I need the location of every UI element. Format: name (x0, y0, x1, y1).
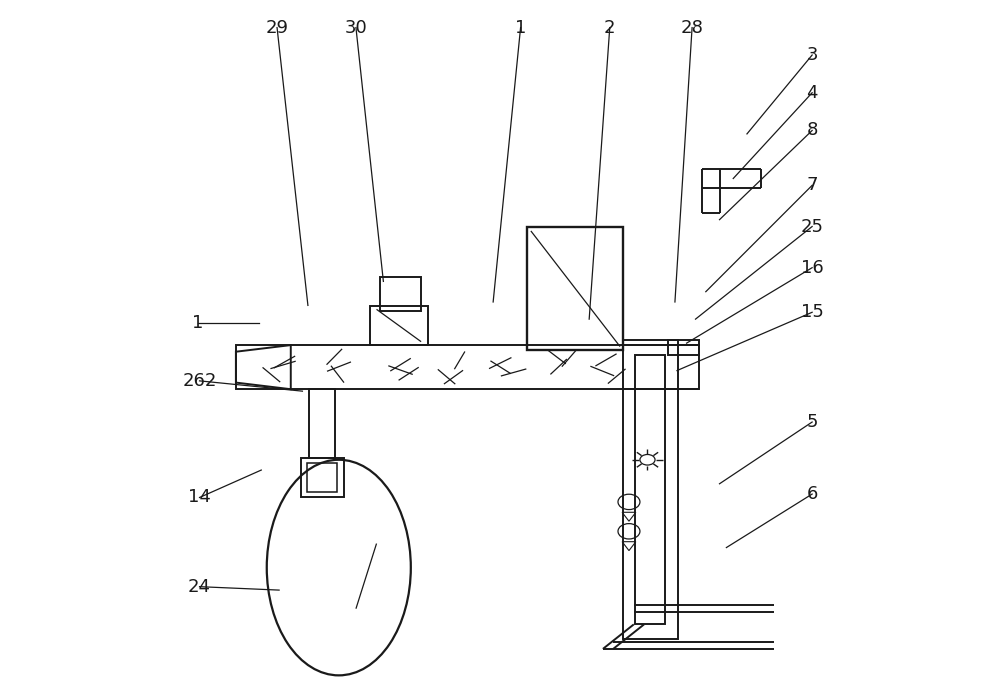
Text: 24: 24 (188, 578, 211, 596)
Text: 25: 25 (801, 218, 824, 235)
Bar (380, 276, 421, 311)
Bar (370, 306, 428, 345)
Bar (623, 340, 678, 639)
Bar (236, 345, 699, 389)
Text: 28: 28 (681, 19, 704, 36)
Text: 30: 30 (345, 19, 367, 36)
Text: 16: 16 (801, 259, 824, 276)
Bar (527, 228, 623, 350)
Text: 29: 29 (266, 19, 289, 36)
Text: 15: 15 (801, 303, 824, 321)
Text: 2: 2 (604, 19, 616, 36)
Text: 14: 14 (188, 489, 211, 507)
Text: 5: 5 (806, 413, 818, 431)
Bar (301, 458, 344, 497)
Text: 1: 1 (515, 19, 526, 36)
Bar (307, 463, 337, 492)
Text: 7: 7 (806, 176, 818, 195)
Text: 3: 3 (806, 46, 818, 64)
Text: 1: 1 (192, 314, 204, 332)
Text: 6: 6 (806, 485, 818, 503)
Text: 262: 262 (182, 372, 217, 390)
Bar (635, 355, 665, 624)
Bar (668, 340, 699, 355)
Text: 4: 4 (806, 84, 818, 102)
Text: 8: 8 (806, 122, 818, 139)
Bar (309, 389, 335, 458)
